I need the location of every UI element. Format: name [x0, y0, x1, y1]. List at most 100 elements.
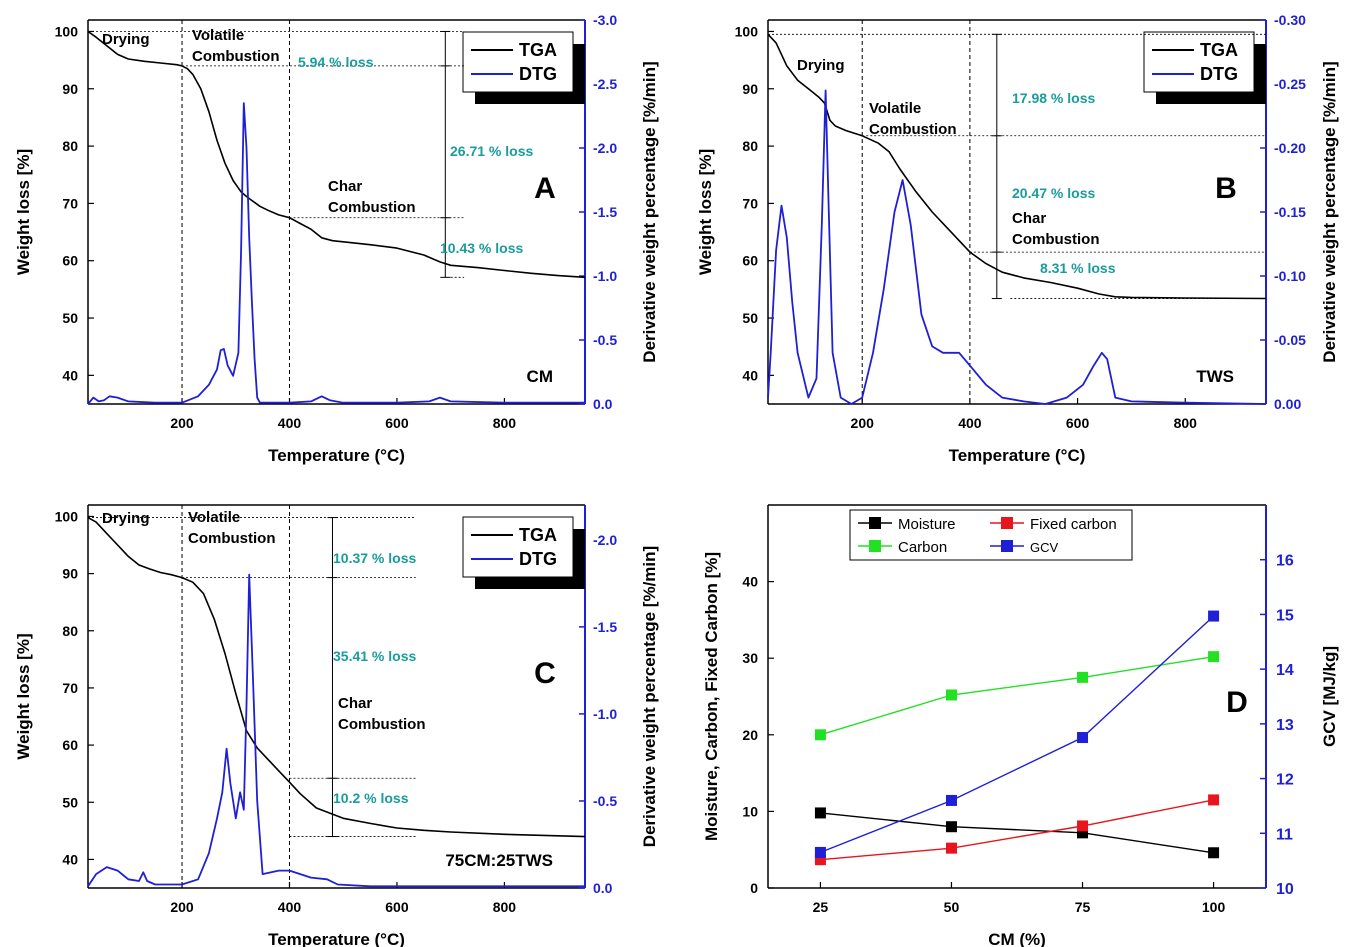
y2-tick-label: 12 — [1276, 772, 1294, 789]
loss-label: 20.47 % loss — [1012, 185, 1095, 201]
x-tick-label: 400 — [958, 415, 982, 431]
y2-tick-label: 0.0 — [593, 396, 613, 412]
panel-a: 200 400 600 800 40 50 60 70 80 90 100 0.0 -0.5 -1.0 -1… — [14, 12, 659, 465]
region-label-char-combustion: Combustion — [338, 716, 426, 733]
legend-label-gcv: GCV — [1030, 540, 1059, 555]
data-point-gcv — [1208, 610, 1220, 622]
series-line-moisture — [820, 812, 1214, 854]
legend-box — [849, 509, 1133, 561]
y2-tick-label: -0.5 — [593, 793, 617, 809]
y2-tick-label: -3.0 — [593, 12, 617, 28]
x-tick-label: 800 — [493, 899, 517, 915]
region-label-char: Char — [1012, 210, 1046, 227]
x-axis-label: Temperature (°C) — [949, 446, 1086, 465]
data-point-moisture — [1208, 847, 1220, 859]
panel-b: 200 400 600 800 40 50 60 70 80 90 100 0.00 -0.05 -0.1… — [696, 12, 1339, 465]
data-point-fixed-carbon — [1077, 820, 1089, 832]
panel-c: 200 400 600 800 40 50 60 70 80 90 100 0.0 -0.5 -1.0 -1… — [14, 504, 659, 947]
panel-letter: D — [1226, 686, 1248, 719]
x-tick-label: 400 — [278, 899, 302, 915]
region-label-char-combustion: Combustion — [1012, 231, 1100, 248]
loss-label: 10.2 % loss — [333, 790, 409, 806]
x-axis-label: Temperature (°C) — [268, 930, 405, 947]
series-line-gcv — [820, 615, 1215, 854]
series-line-dtg — [767, 89, 1267, 405]
data-point-gcv — [945, 794, 957, 806]
x-tick-label: 25 — [813, 899, 829, 915]
y-tick-label: 40 — [62, 367, 78, 383]
y-tick-label: 0 — [750, 880, 758, 896]
data-point-fixed-carbon — [814, 854, 826, 866]
series-line-tga — [87, 30, 586, 279]
y-tick-label: 60 — [62, 253, 78, 269]
y-tick-label: 90 — [62, 81, 78, 97]
data-point-moisture — [945, 821, 957, 833]
panel-letter: C — [534, 657, 556, 690]
legend-box — [462, 31, 574, 93]
y2-tick-label: -0.5 — [593, 332, 617, 348]
y2-tick-label: -2.5 — [593, 76, 617, 92]
series-line-tga — [767, 33, 1267, 300]
x-tick-label: 400 — [278, 415, 302, 431]
data-point-fixed-carbon — [1208, 794, 1220, 806]
y2-tick-label: 0.0 — [593, 880, 613, 896]
legend-marker-gcv — [1001, 540, 1013, 552]
region-label-combustion: Combustion — [192, 48, 280, 65]
y-tick-label: 100 — [735, 23, 759, 39]
series-line-dtg — [87, 102, 585, 405]
y-tick-label: 60 — [62, 737, 78, 753]
x-axis-label: Temperature (°C) — [268, 446, 405, 465]
x-tick-label: 800 — [493, 415, 517, 431]
data-point-carbon — [1077, 671, 1089, 683]
y2-axis-label: GCV [MJ/kg] — [1320, 646, 1339, 747]
data-point-gcv — [814, 846, 826, 858]
data-point-carbon — [814, 729, 826, 741]
x-axis-label: CM (%) — [988, 930, 1046, 947]
legend-label-tga: TGA — [1200, 40, 1238, 60]
legend-label-carbon: Carbon — [898, 539, 947, 556]
region-label-volatile: Volatile — [869, 100, 921, 117]
sample-label: 75CM:25TWS — [445, 851, 553, 870]
loss-label: 10.43 % loss — [440, 240, 523, 256]
x-tick-label: 200 — [851, 415, 875, 431]
y-tick-label: 80 — [62, 623, 78, 639]
y2-tick-label: -0.15 — [1274, 204, 1306, 220]
legend-label-dtg: DTG — [1200, 64, 1238, 84]
y-tick-label: 90 — [742, 81, 758, 97]
y2-tick-label: -0.20 — [1274, 140, 1306, 156]
data-point-fixed-carbon — [945, 842, 957, 854]
x-tick-label: 100 — [1202, 899, 1226, 915]
panel-d: 25 50 75 100 0 10 20 30 40 10 11 12 13 14 15 16 CM (%) Mo… — [702, 504, 1339, 947]
data-point-gcv — [1077, 732, 1089, 744]
loss-label: 10.37 % loss — [333, 550, 416, 566]
y2-tick-label: 14 — [1276, 662, 1294, 679]
y2-axis-label: Derivative weight percentage [%/min] — [1320, 61, 1339, 362]
y2-tick-label: 13 — [1276, 717, 1294, 734]
data-point-carbon — [1208, 651, 1220, 663]
legend-label-tga: TGA — [519, 525, 557, 545]
region-label-volatile: Volatile — [192, 27, 244, 44]
y-tick-label: 80 — [62, 138, 78, 154]
region-label-drying: Drying — [102, 31, 150, 48]
y2-tick-label: 10 — [1276, 881, 1294, 898]
y-tick-label: 90 — [62, 566, 78, 582]
y-tick-label: 40 — [742, 574, 758, 590]
legend-label-fixed-carbon: Fixed carbon — [1030, 516, 1117, 533]
sample-label: CM — [527, 367, 553, 386]
y-tick-label: 30 — [742, 650, 758, 666]
x-tick-label: 75 — [1075, 899, 1091, 915]
y-tick-label: 20 — [742, 727, 758, 743]
series-line-carbon — [820, 656, 1214, 736]
y-axis-label: Moisture, Carbon, Fixed Carbon [%] — [702, 552, 721, 841]
region-label-char: Char — [338, 695, 372, 712]
y-axis-label: Weight loss [%] — [14, 149, 33, 275]
x-tick-label: 800 — [1174, 415, 1198, 431]
legend-box — [462, 516, 574, 578]
y2-tick-label: -2.0 — [593, 532, 617, 548]
y2-tick-label: -1.5 — [593, 204, 617, 220]
y-tick-label: 60 — [742, 253, 758, 269]
y2-tick-label: 15 — [1276, 607, 1294, 624]
y-tick-label: 70 — [62, 680, 78, 696]
y2-tick-label: 0.00 — [1274, 396, 1301, 412]
